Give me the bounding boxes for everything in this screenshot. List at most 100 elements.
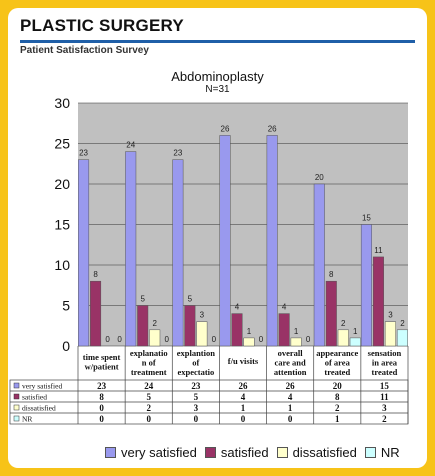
legend-label-nr: NR xyxy=(380,444,400,460)
data-label: 0 xyxy=(164,335,169,344)
table-cell-value: 2 xyxy=(335,403,340,413)
data-label: 1 xyxy=(294,327,299,336)
table-cell-value: 23 xyxy=(97,381,107,391)
data-label: 3 xyxy=(200,311,205,320)
data-label: 4 xyxy=(282,303,287,312)
data-label: 2 xyxy=(152,319,157,328)
x-category-label: in area xyxy=(372,358,398,368)
data-label: 0 xyxy=(105,335,110,344)
legend-swatch-very-satisfied xyxy=(105,446,116,458)
table-cell-value: 1 xyxy=(288,403,293,413)
table-cell-value: 4 xyxy=(288,392,293,402)
x-category-label: time spent xyxy=(83,352,121,362)
data-label: 20 xyxy=(315,173,324,182)
data-label: 0 xyxy=(259,335,264,344)
data-label: 8 xyxy=(93,270,98,279)
table-cell-value: 5 xyxy=(146,392,151,402)
table-cell-value: 26 xyxy=(286,381,296,391)
table-swatch-very-satisfied xyxy=(13,382,20,389)
table-cell-value: 26 xyxy=(239,381,249,391)
table-cell-value: 4 xyxy=(241,392,246,402)
data-label: 15 xyxy=(362,214,371,223)
bar-dissatisfied xyxy=(149,329,161,347)
table-swatch-dissatisfied xyxy=(13,404,20,411)
data-label: 24 xyxy=(126,141,135,150)
table-cell-value: 0 xyxy=(99,403,104,413)
bar-very-satisfied xyxy=(266,135,278,347)
table-cell-value: 8 xyxy=(99,392,104,402)
bar-satisfied xyxy=(184,305,196,347)
table-cell-value: 3 xyxy=(382,403,387,413)
y-tick-label: 25 xyxy=(54,136,70,152)
x-category-label: of xyxy=(192,358,199,368)
data-label: 5 xyxy=(188,295,193,304)
data-label: 23 xyxy=(79,149,88,158)
bar-satisfied xyxy=(325,280,337,347)
chart-legend: very satisfied satisfied dissatisfied NR xyxy=(105,443,400,461)
data-label: 4 xyxy=(235,303,240,312)
data-label: 23 xyxy=(173,149,182,158)
y-tick-label: 0 xyxy=(62,338,70,354)
x-category-label: explantion xyxy=(177,348,216,358)
y-tick-label: 15 xyxy=(54,217,70,233)
y-tick-label: 10 xyxy=(54,257,70,273)
table-cell-value: 15 xyxy=(380,381,390,391)
bar-very-satisfied xyxy=(360,224,372,347)
legend-swatch-nr xyxy=(364,446,376,458)
legend-swatch-dissatisfied xyxy=(276,446,288,458)
bar-very-satisfied xyxy=(78,159,90,347)
data-label: 1 xyxy=(353,327,358,336)
bar-dissatisfied xyxy=(384,321,396,347)
bar-dissatisfied xyxy=(243,337,255,347)
table-cell-value: 0 xyxy=(146,414,151,424)
data-label: 2 xyxy=(400,319,405,328)
legend-item-dissatisfied: dissatisfied xyxy=(276,444,357,460)
data-label: 0 xyxy=(117,335,122,344)
page-title: PLASTIC SURGERY xyxy=(20,16,184,35)
bar-nr xyxy=(349,337,361,347)
x-category-label: w/patient xyxy=(85,362,119,372)
data-label: 26 xyxy=(268,124,277,133)
bar-satisfied xyxy=(231,313,243,347)
table-swatch-satisfied xyxy=(13,393,20,400)
table-cell-value: 24 xyxy=(144,381,154,391)
bar-very-satisfied xyxy=(125,151,137,347)
legend-label-very-satisfied: very satisfied xyxy=(121,444,197,460)
bar-nr xyxy=(396,329,408,347)
table-series-name: dissatisfied xyxy=(22,404,56,413)
table-cell-value: 3 xyxy=(194,403,199,413)
x-category-label: of area xyxy=(325,358,351,368)
x-category-label: attention xyxy=(274,367,307,377)
legend-label-dissatisfied: dissatisfied xyxy=(292,444,357,460)
page-subtitle: Patient Satisfaction Survey xyxy=(20,45,149,56)
table-cell-value: 11 xyxy=(380,392,389,402)
y-tick-label: 30 xyxy=(54,95,70,111)
chart-subtitle: N=31 xyxy=(205,84,230,95)
bar-satisfied xyxy=(278,313,290,347)
table-cell-value: 5 xyxy=(194,392,199,402)
table-cell-value: 8 xyxy=(335,392,340,402)
data-label: 26 xyxy=(221,124,230,133)
x-category-label: n of xyxy=(142,358,156,368)
x-category-label: treated xyxy=(372,367,398,377)
data-label: 1 xyxy=(247,327,252,336)
data-label: 5 xyxy=(140,295,145,304)
data-label: 0 xyxy=(212,335,217,344)
data-label: 8 xyxy=(329,270,334,279)
y-tick-label: 20 xyxy=(54,176,70,192)
data-label: 2 xyxy=(341,319,346,328)
x-category-label: appearance xyxy=(316,348,358,358)
table-cell-value: 23 xyxy=(191,381,201,391)
data-label: 0 xyxy=(306,335,311,344)
data-label: 11 xyxy=(374,246,383,255)
title-divider xyxy=(20,40,415,43)
table-cell-value: 0 xyxy=(241,414,246,424)
chart-title: Abdominoplasty xyxy=(171,69,264,84)
data-label: 3 xyxy=(388,311,393,320)
table-swatch-nr xyxy=(13,415,20,422)
bar-very-satisfied xyxy=(313,183,325,347)
x-category-label: explanatio xyxy=(130,348,168,358)
table-cell-value: 2 xyxy=(382,414,387,424)
legend-item-very-satisfied: very satisfied xyxy=(105,445,197,460)
